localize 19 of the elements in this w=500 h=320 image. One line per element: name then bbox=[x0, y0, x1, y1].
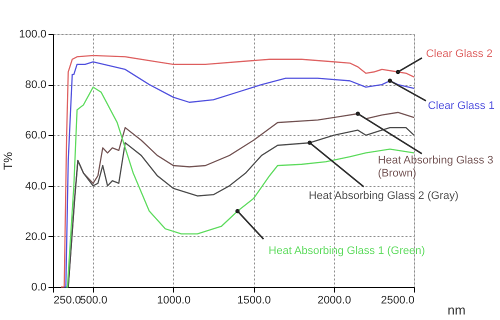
x-tick-label: 250.0 bbox=[54, 294, 82, 306]
x-tick-label: 1000.0 bbox=[157, 294, 191, 306]
x-tick-label: 2000.0 bbox=[317, 294, 352, 306]
text: Heat Absorbing Glass 1 (Green) bbox=[268, 245, 426, 258]
x-tick-label: 1500.0 bbox=[237, 294, 271, 306]
series-label: Clear Glass 2 bbox=[426, 48, 493, 60]
text: Heat Absorbing Glass 3 (Brown) bbox=[378, 154, 494, 180]
text: Heat Absorbing Glass 2 (Gray) bbox=[308, 190, 459, 202]
x-tick-label: 2500.0 bbox=[380, 294, 414, 306]
x-tick-label: 500.0 bbox=[80, 294, 108, 306]
x-axis-title: nm bbox=[447, 302, 466, 318]
y-tick-label: 20.0 bbox=[25, 230, 46, 243]
y-tick-label: 100.0 bbox=[18, 28, 46, 40]
y-tick-label: 0.0 bbox=[31, 282, 46, 294]
series-label: Clear Glass 1 bbox=[428, 100, 495, 112]
y-tick-label: 60.0 bbox=[25, 130, 46, 142]
y-tick-label: 40.0 bbox=[25, 180, 46, 192]
y-tick-label: 80.0 bbox=[25, 79, 46, 92]
y-axis-title: T% bbox=[0, 152, 15, 170]
